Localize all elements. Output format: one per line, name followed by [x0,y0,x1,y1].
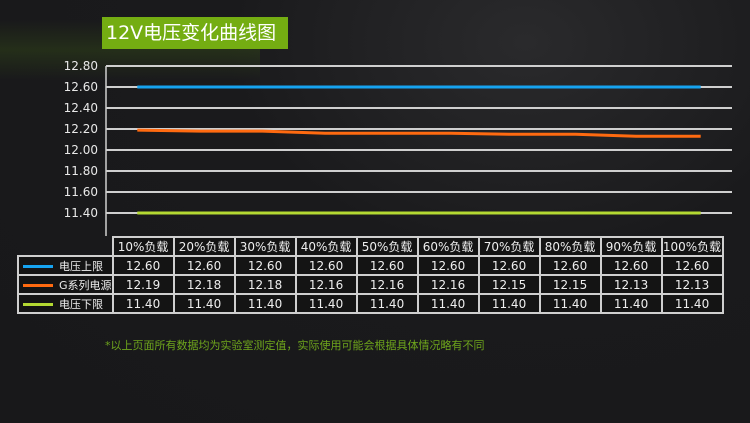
data-label: 11.40 [416,293,480,314]
y-tick-label: 12.40 [64,101,98,115]
data-label: 12.18 [233,274,297,295]
y-tick-label: 12.00 [64,143,98,157]
data-label: 12.60 [660,255,724,276]
y-tick-label: 12.20 [64,122,98,136]
data-label: 12.13 [660,274,724,295]
legend-swatch [23,284,53,287]
data-label: 12.16 [355,274,419,295]
category-label: 90%负载 [599,236,663,257]
data-label: 12.60 [111,255,175,276]
data-label: 11.40 [477,293,541,314]
legend-entry: 电压下限 [17,293,114,314]
data-label: 12.16 [416,274,480,295]
data-label: 12.60 [294,255,358,276]
data-label: 12.60 [477,255,541,276]
data-label: 11.40 [355,293,419,314]
chart-title: 12V电压变化曲线图 [102,17,289,49]
data-label: 11.40 [599,293,663,314]
data-label: 12.15 [477,274,541,295]
data-label: 11.40 [172,293,236,314]
category-label: 60%负载 [416,236,480,257]
y-tick-label: 12.60 [64,80,98,94]
legend-label: 电压上限 [59,259,103,273]
y-tick-label: 11.80 [64,164,98,178]
table-row: 电压上限 12.60 12.60 12.60 12.60 12.60 12.60 12.60 1… [17,255,724,276]
table-row: 电压下限 11.40 11.40 11.40 11.40 11.40 11.40 11.40 1… [17,293,724,314]
legend-entry: G系列电源 [17,274,114,295]
y-tick-label: 12.80 [64,59,98,73]
category-label: 70%负载 [477,236,541,257]
y-tick-label: 11.40 [64,206,98,220]
data-label: 12.19 [111,274,175,295]
table-row: G系列电源 12.19 12.18 12.18 12.16 12.16 12.16 12.15… [17,274,724,295]
data-label: 11.40 [660,293,724,314]
line-chart: 12.80 12.60 12.40 12.20 12.00 11.80 11.60 11.40 [64,59,732,236]
data-label: 12.18 [172,274,236,295]
legend-swatch [23,265,53,268]
table-corner [18,237,113,256]
category-label: 80%负载 [538,236,602,257]
data-label: 12.60 [599,255,663,276]
category-label: 40%负载 [294,236,358,257]
data-label: 11.40 [538,293,602,314]
series-line-1 [137,128,701,138]
category-label: 100%负载 [660,236,724,257]
legend-swatch [23,303,53,306]
table-header-row: 10%负载 20%负载 30%负载 40%负载 50%负载 60%负载 70%负载 80%负载… [18,236,724,257]
data-label: 12.60 [355,255,419,276]
y-tick-label: 11.60 [64,185,98,199]
data-label: 12.16 [294,274,358,295]
data-table: 10%负载 20%负载 30%负载 40%负载 50%负载 60%负载 70%负载 80%负载… [17,236,724,314]
legend-label: G系列电源 [59,278,112,292]
data-label: 11.40 [233,293,297,314]
legend-label: 电压下限 [59,297,103,311]
legend-entry: 电压上限 [17,255,114,276]
data-label: 12.60 [538,255,602,276]
category-label: 30%负载 [233,236,297,257]
data-label: 11.40 [294,293,358,314]
data-label: 12.60 [233,255,297,276]
category-label: 20%负载 [172,236,236,257]
data-label: 12.13 [599,274,663,295]
data-label: 12.60 [416,255,480,276]
data-label: 11.40 [111,293,175,314]
footnote: *以上页面所有数据均为实验室测定值，实际使用可能会根据具体情况略有不同 [105,339,485,352]
category-label: 50%负载 [355,236,419,257]
data-label: 12.15 [538,274,602,295]
category-label: 10%负载 [111,236,175,257]
data-label: 12.60 [172,255,236,276]
